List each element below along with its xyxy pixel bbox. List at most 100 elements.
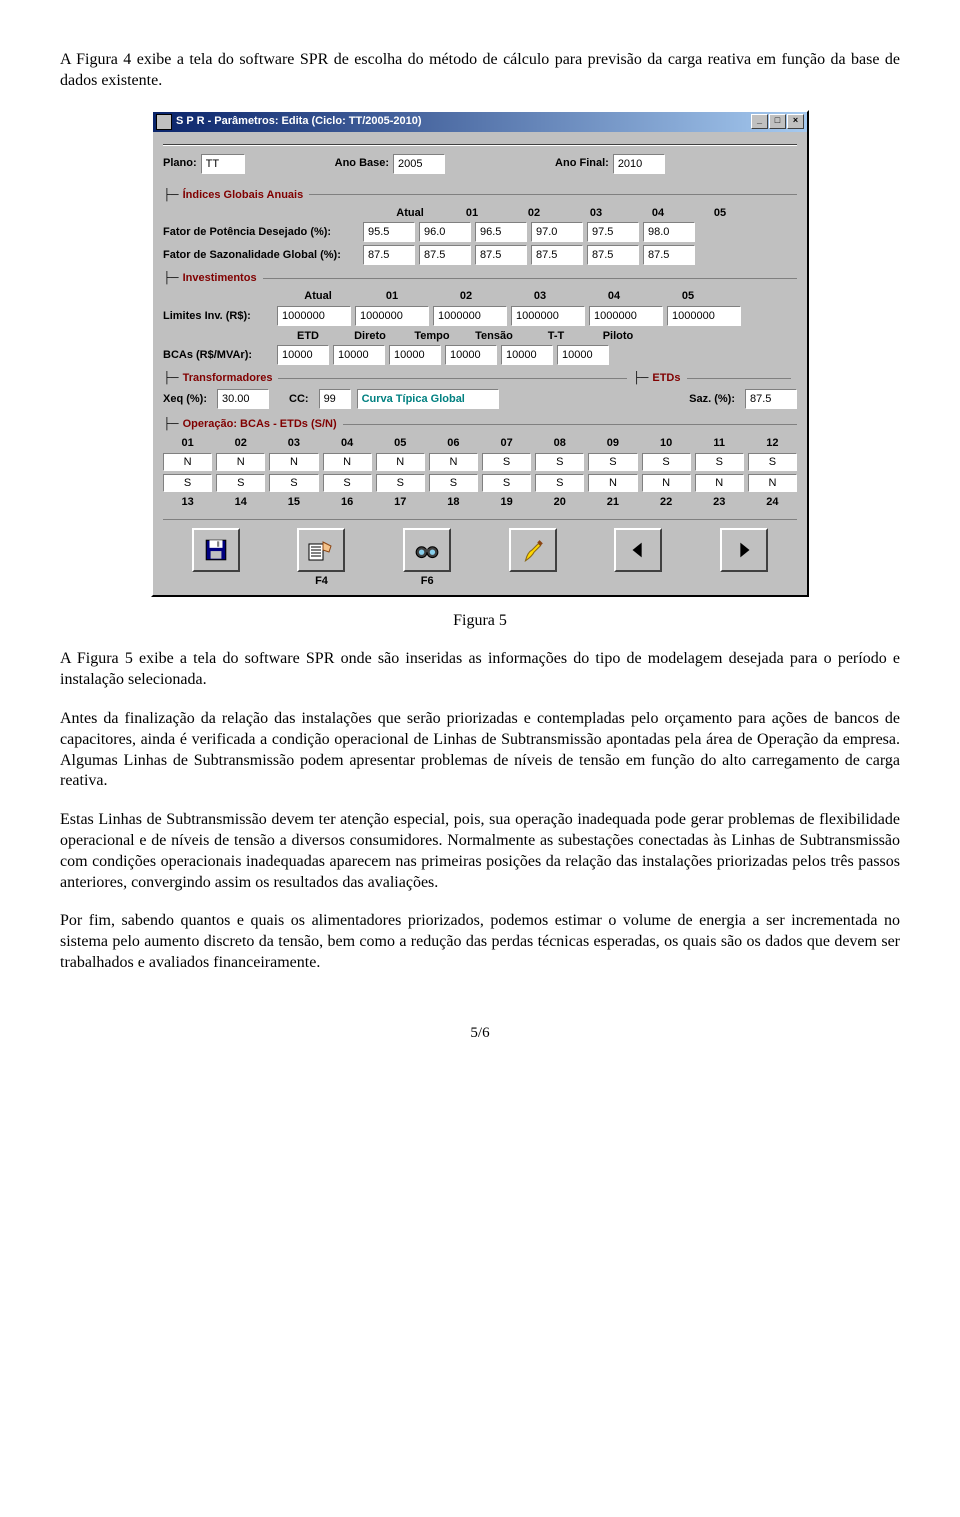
limites-label: Limites Inv. (R$): xyxy=(163,309,277,323)
paragraph-4: Por fim, sabendo quantos e quais os alim… xyxy=(60,911,900,973)
hand-paper-icon xyxy=(307,537,335,563)
bca-input[interactable] xyxy=(333,345,385,365)
plano-input[interactable] xyxy=(201,154,245,174)
fs-input[interactable] xyxy=(475,245,527,265)
anofinal-label: Ano Final: xyxy=(555,156,609,170)
app-icon xyxy=(156,114,172,130)
titlebar: S P R - Parâmetros: Edita (Ciclo: TT/200… xyxy=(153,112,807,132)
op-cell[interactable] xyxy=(216,453,265,471)
section-transformadores: ├─Transformadores xyxy=(163,371,272,385)
bca-label: BCAs (R$/MVAr): xyxy=(163,348,277,362)
search-button[interactable] xyxy=(403,528,451,572)
op-cell[interactable] xyxy=(642,453,691,471)
fp-input[interactable] xyxy=(475,222,527,242)
lim-input[interactable] xyxy=(589,306,663,326)
edit-button[interactable] xyxy=(297,528,345,572)
curva-input[interactable] xyxy=(357,389,499,409)
next-button[interactable] xyxy=(720,528,768,572)
lim-input[interactable] xyxy=(433,306,507,326)
fs-input[interactable] xyxy=(531,245,583,265)
arrow-right-icon xyxy=(733,539,755,561)
anobase-input[interactable] xyxy=(393,154,445,174)
prev-button[interactable] xyxy=(614,528,662,572)
op-cell[interactable] xyxy=(482,453,531,471)
section-operacao: ├─Operação: BCAs - ETDs (S/N) xyxy=(163,417,797,431)
maximize-button[interactable]: □ xyxy=(769,114,786,129)
section-indices: ├─Índices Globais Anuais xyxy=(163,188,797,202)
fs-input[interactable] xyxy=(587,245,639,265)
arrow-left-icon xyxy=(627,539,649,561)
op-cell[interactable] xyxy=(323,474,372,492)
paragraph-1: A Figura 5 exibe a tela do software SPR … xyxy=(60,649,900,691)
operation-grid: 0102 0304 0506 0708 0910 1112 xyxy=(163,436,797,510)
bca-input[interactable] xyxy=(277,345,329,365)
op-cell[interactable] xyxy=(269,474,318,492)
lim-input[interactable] xyxy=(667,306,741,326)
xeq-input[interactable] xyxy=(217,389,269,409)
brush-button[interactable] xyxy=(509,528,557,572)
bca-input[interactable] xyxy=(445,345,497,365)
anofinal-input[interactable] xyxy=(613,154,665,174)
paragraph-2: Antes da finalização da relação das inst… xyxy=(60,709,900,792)
close-button[interactable]: × xyxy=(787,114,804,129)
bca-input[interactable] xyxy=(389,345,441,365)
fs-input[interactable] xyxy=(363,245,415,265)
op-cell[interactable] xyxy=(429,453,478,471)
op-cell[interactable] xyxy=(748,453,797,471)
op-cell[interactable] xyxy=(163,474,212,492)
fp-input[interactable] xyxy=(363,222,415,242)
app-window: S P R - Parâmetros: Edita (Ciclo: TT/200… xyxy=(151,110,809,597)
inv-headers: Atual01 0203 0405 xyxy=(281,289,797,303)
divider xyxy=(163,144,797,146)
op-cell[interactable] xyxy=(482,474,531,492)
op-cell[interactable] xyxy=(695,453,744,471)
op-cell[interactable] xyxy=(269,453,318,471)
fs-input[interactable] xyxy=(419,245,471,265)
intro-paragraph: A Figura 4 exibe a tela do software SPR … xyxy=(60,50,900,92)
op-cell[interactable] xyxy=(748,474,797,492)
fs-label: Fator de Sazonalidade Global (%): xyxy=(163,248,363,262)
xeq-label: Xeq (%): xyxy=(163,392,207,406)
op-cell[interactable] xyxy=(376,474,425,492)
op-cell[interactable] xyxy=(695,474,744,492)
window-title: S P R - Parâmetros: Edita (Ciclo: TT/200… xyxy=(176,114,422,128)
fs-input[interactable] xyxy=(643,245,695,265)
anobase-label: Ano Base: xyxy=(335,156,389,170)
page-number: 5/6 xyxy=(60,1024,900,1044)
toolbar: F4 F6 xyxy=(163,519,797,588)
figure-caption: Figura 5 xyxy=(60,611,900,632)
bca-input[interactable] xyxy=(557,345,609,365)
op-cell[interactable] xyxy=(163,453,212,471)
save-button[interactable] xyxy=(192,528,240,572)
fp-input[interactable] xyxy=(419,222,471,242)
lim-input[interactable] xyxy=(355,306,429,326)
brush-icon xyxy=(520,537,546,563)
section-investimentos: ├─Investimentos xyxy=(163,271,797,285)
saz-input[interactable] xyxy=(745,389,797,409)
op-cell[interactable] xyxy=(535,474,584,492)
cc-input[interactable] xyxy=(319,389,351,409)
op-cell[interactable] xyxy=(642,474,691,492)
fp-input[interactable] xyxy=(643,222,695,242)
f6-label: F6 xyxy=(421,574,434,588)
lim-input[interactable] xyxy=(277,306,351,326)
bca-input[interactable] xyxy=(501,345,553,365)
cc-label: CC: xyxy=(289,392,309,406)
plano-label: Plano: xyxy=(163,156,197,170)
section-etds: ├─ETDs xyxy=(633,371,681,385)
op-cell[interactable] xyxy=(429,474,478,492)
paragraph-3: Estas Linhas de Subtransmissão devem ter… xyxy=(60,810,900,893)
op-cell[interactable] xyxy=(588,453,637,471)
lim-input[interactable] xyxy=(511,306,585,326)
op-cell[interactable] xyxy=(216,474,265,492)
f4-label: F4 xyxy=(315,574,328,588)
binoculars-icon xyxy=(414,537,440,563)
op-cell[interactable] xyxy=(376,453,425,471)
fp-input[interactable] xyxy=(587,222,639,242)
minimize-button[interactable]: _ xyxy=(751,114,768,129)
fp-input[interactable] xyxy=(531,222,583,242)
op-cell[interactable] xyxy=(588,474,637,492)
op-cell[interactable] xyxy=(323,453,372,471)
op-cell[interactable] xyxy=(535,453,584,471)
saz-label: Saz. (%): xyxy=(689,392,735,406)
